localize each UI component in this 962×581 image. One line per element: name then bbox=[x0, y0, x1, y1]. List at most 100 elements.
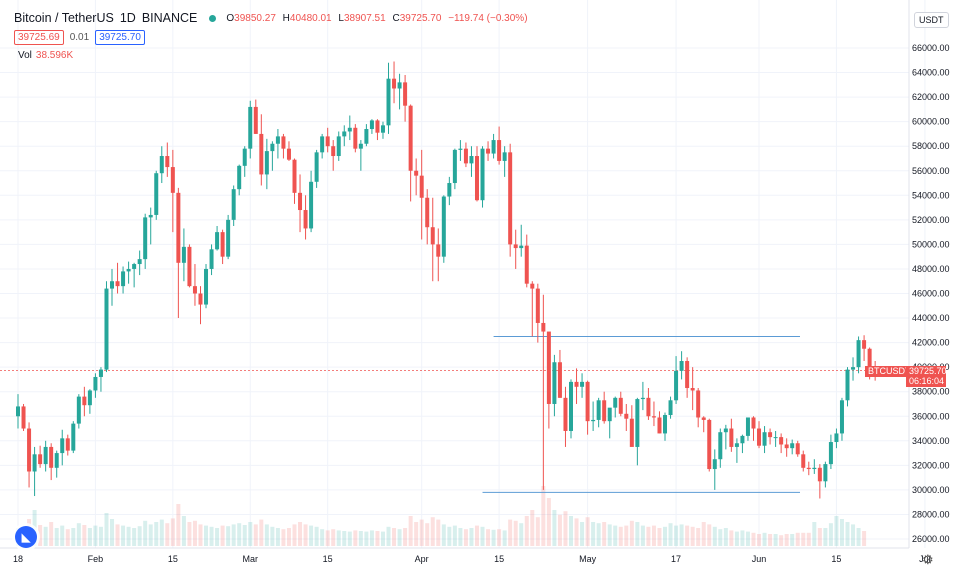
candle bbox=[745, 417, 750, 441]
candle-body bbox=[408, 105, 413, 171]
candle bbox=[651, 401, 656, 427]
volume-bar bbox=[314, 526, 319, 546]
volume-bar bbox=[801, 532, 806, 546]
volume-legend: Vol 38.596K bbox=[18, 50, 73, 61]
price-tick-label: 30000.00 bbox=[912, 485, 950, 495]
candle-body bbox=[165, 156, 170, 168]
volume-bar bbox=[546, 498, 551, 546]
price-tick-label: 64000.00 bbox=[912, 68, 950, 78]
candle bbox=[668, 396, 673, 419]
candle-body bbox=[790, 443, 795, 449]
candle bbox=[187, 244, 192, 288]
price-tick-label: 62000.00 bbox=[912, 92, 950, 102]
candle bbox=[430, 197, 435, 282]
candle bbox=[126, 261, 131, 284]
volume-bar bbox=[298, 522, 303, 546]
candle bbox=[552, 354, 557, 417]
candle-body bbox=[640, 397, 645, 400]
volume-bar bbox=[552, 510, 557, 546]
candle-body bbox=[530, 283, 535, 289]
candle-body bbox=[491, 140, 496, 154]
price-axis[interactable]: 26000.00 28000.00 30000.00 32000.00 34000.00… bbox=[912, 43, 950, 544]
candle-body bbox=[93, 376, 98, 391]
candle-body bbox=[331, 146, 336, 157]
buy-button[interactable]: 39725.70 bbox=[95, 30, 145, 45]
volume-bar bbox=[369, 530, 374, 546]
candle-body bbox=[353, 127, 358, 149]
candle bbox=[685, 357, 690, 398]
candle bbox=[596, 397, 601, 428]
volume-bar bbox=[137, 526, 142, 546]
candle-body bbox=[43, 446, 48, 465]
candle bbox=[248, 100, 253, 159]
candle-body bbox=[851, 367, 856, 370]
candle-body bbox=[21, 406, 26, 429]
candle-body bbox=[552, 362, 557, 404]
horizontal-lines[interactable] bbox=[482, 335, 800, 493]
volume-bar bbox=[585, 517, 590, 546]
candle bbox=[259, 114, 264, 186]
change-value: −119.74 (−0.30%) bbox=[448, 12, 528, 24]
candle bbox=[148, 207, 153, 245]
volume-bar bbox=[154, 522, 159, 546]
volume-bar bbox=[143, 520, 148, 546]
volume-bar bbox=[519, 523, 524, 546]
volume-bar bbox=[286, 528, 291, 546]
candle bbox=[712, 449, 717, 490]
candle bbox=[414, 158, 419, 196]
volume-bar bbox=[502, 530, 507, 546]
candle bbox=[862, 335, 867, 362]
symbol-name[interactable]: Bitcoin / TetherUS bbox=[14, 11, 114, 25]
tradingview-logo-icon[interactable]: ◣ bbox=[15, 526, 37, 548]
price-tick-label: 66000.00 bbox=[912, 43, 950, 53]
candle bbox=[723, 424, 728, 450]
volume-bar bbox=[723, 528, 728, 546]
candle-body bbox=[569, 381, 573, 431]
candle-body bbox=[176, 192, 181, 263]
candle-body bbox=[336, 136, 341, 157]
candle bbox=[226, 214, 231, 260]
volume-bar bbox=[607, 524, 612, 546]
candle-body bbox=[148, 214, 153, 218]
candle-body bbox=[54, 453, 59, 468]
candle bbox=[176, 187, 181, 319]
candle bbox=[757, 421, 762, 449]
candle-body bbox=[71, 423, 76, 451]
candle bbox=[679, 351, 684, 380]
candle-body bbox=[364, 129, 369, 144]
candle bbox=[657, 411, 662, 434]
volume-bar bbox=[54, 528, 59, 546]
open-value: 39850.27 bbox=[234, 12, 276, 24]
time-axis[interactable]: 18Feb15Mar15Apr15May17Jun15Jul15Aug16Sep bbox=[13, 554, 962, 564]
interval-label[interactable]: 1D bbox=[119, 11, 136, 25]
volume-bar bbox=[309, 525, 314, 546]
volume-bar bbox=[508, 519, 513, 546]
volume-bar bbox=[530, 510, 535, 546]
volume-bar bbox=[823, 528, 828, 546]
candle bbox=[93, 373, 98, 398]
candle bbox=[751, 416, 756, 441]
volume-bar bbox=[264, 524, 269, 546]
spread-value: 0.01 bbox=[69, 32, 90, 43]
volume-bar bbox=[491, 529, 496, 546]
currency-button[interactable]: USDT bbox=[914, 12, 949, 28]
candle bbox=[618, 391, 623, 417]
candle-body bbox=[541, 322, 546, 332]
volume-bar bbox=[220, 525, 225, 546]
candle-body bbox=[347, 127, 352, 132]
candle-body bbox=[591, 419, 596, 422]
volume-bar bbox=[342, 531, 347, 546]
candle-body bbox=[87, 390, 92, 406]
volume-bar bbox=[71, 528, 76, 546]
gear-icon[interactable]: ⚙ bbox=[922, 552, 934, 567]
candle-body bbox=[486, 148, 491, 154]
sell-button[interactable]: 39725.69 bbox=[14, 30, 64, 45]
volume-bar bbox=[674, 525, 679, 546]
candle bbox=[60, 429, 65, 466]
candle bbox=[458, 140, 463, 161]
candle bbox=[137, 250, 142, 276]
volume-bar bbox=[734, 531, 739, 546]
candle bbox=[71, 421, 76, 454]
candle-body bbox=[469, 156, 474, 164]
